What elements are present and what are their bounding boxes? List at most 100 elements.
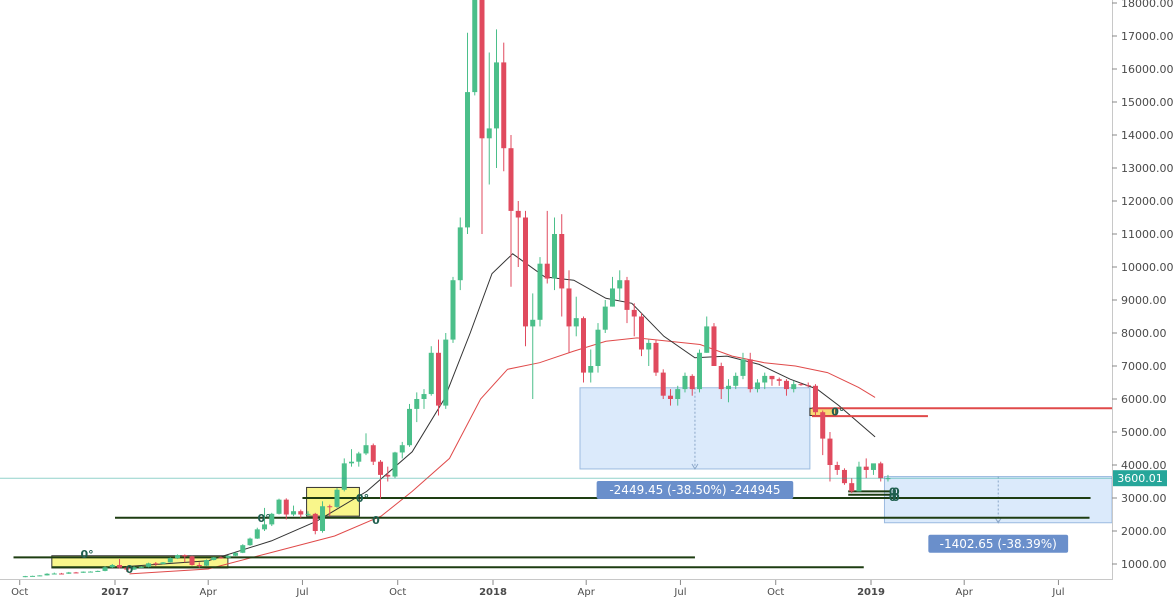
candle-body bbox=[182, 555, 188, 557]
candle-body bbox=[653, 342, 659, 373]
candle-body bbox=[791, 384, 797, 390]
candle-body bbox=[457, 227, 463, 281]
candle-body bbox=[160, 562, 166, 564]
candle-body bbox=[428, 352, 434, 395]
candle-body bbox=[196, 564, 202, 566]
candle-body bbox=[138, 566, 144, 568]
measure-labels: -2449.45 (-38.50%) -244945 -1402.65 (-38.… bbox=[596, 480, 1069, 553]
candle-body bbox=[849, 483, 855, 492]
candle-body bbox=[378, 461, 384, 475]
x-tick-label: 2018 bbox=[479, 587, 507, 598]
time-axis[interactable]: Oct 2017 Apr Jul Oct 2018 Apr Jul Oct 2019 Apr Jul bbox=[11, 580, 1064, 598]
candle-body bbox=[334, 489, 340, 507]
y-tick-label: 9000.00 bbox=[1121, 294, 1167, 307]
candle-body bbox=[276, 499, 282, 514]
last-price: 3600.01 bbox=[0, 470, 1167, 487]
candle-body bbox=[370, 445, 376, 462]
candle-body bbox=[580, 318, 586, 373]
candle-body bbox=[762, 375, 768, 383]
y-tick-label: 1000.00 bbox=[1121, 558, 1167, 571]
level-marker: 0 bbox=[892, 485, 900, 498]
candle-body bbox=[305, 513, 311, 515]
candle-body bbox=[551, 234, 557, 279]
candle-body bbox=[465, 92, 471, 228]
candle-body bbox=[747, 359, 753, 390]
candle-body bbox=[254, 529, 260, 539]
candle-body bbox=[631, 309, 637, 317]
candle-body bbox=[392, 452, 398, 477]
level-markers: 0°00°0°00°0000 bbox=[80, 406, 900, 576]
candle-body bbox=[407, 408, 413, 446]
level-marker: 0 bbox=[126, 563, 134, 576]
candle-body bbox=[291, 511, 297, 515]
candle-body bbox=[443, 339, 449, 406]
candle-body bbox=[783, 380, 789, 390]
candle-body bbox=[696, 352, 702, 390]
candle-body bbox=[559, 234, 565, 289]
candle-body bbox=[718, 366, 724, 390]
y-tick-label: 4000.00 bbox=[1121, 459, 1167, 472]
candle-body bbox=[399, 445, 405, 453]
candle-body bbox=[885, 478, 891, 480]
candle-body bbox=[776, 379, 782, 381]
candle-body bbox=[51, 573, 57, 575]
candle-body bbox=[131, 567, 137, 570]
candle-body bbox=[602, 306, 608, 330]
candle-body bbox=[479, 0, 485, 139]
candle-body bbox=[675, 389, 681, 399]
measure-label: -1402.65 (-38.39%) bbox=[940, 537, 1057, 551]
candle-body bbox=[414, 399, 420, 409]
candle-body bbox=[124, 567, 130, 570]
candle-body bbox=[109, 564, 115, 568]
x-tick-label: Apr bbox=[200, 587, 218, 598]
y-tick-label: 18000.00 bbox=[1121, 0, 1174, 10]
level-marker: 0° bbox=[258, 512, 271, 525]
candle-body bbox=[595, 329, 601, 366]
measure-label-box bbox=[928, 534, 1069, 553]
candle-body bbox=[588, 366, 594, 373]
candle-body bbox=[218, 557, 224, 559]
candle-body bbox=[204, 560, 210, 566]
candle-body bbox=[733, 375, 739, 386]
y-tick-label: 13000.00 bbox=[1121, 162, 1174, 175]
x-tick-label: Jul bbox=[673, 587, 686, 598]
candle-body bbox=[102, 567, 108, 571]
x-tick-label: Oct bbox=[767, 587, 784, 598]
y-tick-label: 15000.00 bbox=[1121, 96, 1174, 109]
candle-body bbox=[754, 382, 760, 390]
measure-arrow-head bbox=[691, 463, 699, 470]
y-tick-label: 2000.00 bbox=[1121, 525, 1167, 538]
candle-body bbox=[298, 511, 304, 515]
x-tick-label: Oct bbox=[11, 587, 28, 598]
candle-body bbox=[646, 342, 652, 350]
level-marker: 0° bbox=[80, 548, 93, 561]
candle-body bbox=[667, 395, 673, 399]
candle-body bbox=[233, 552, 239, 556]
candle-body bbox=[44, 573, 50, 576]
candle-body bbox=[617, 280, 623, 289]
candle-body bbox=[820, 412, 826, 439]
candle-body bbox=[349, 461, 355, 464]
candle-body bbox=[436, 352, 442, 406]
level-marker: 0 bbox=[889, 491, 897, 504]
candle-body bbox=[262, 524, 268, 530]
candle-body bbox=[88, 571, 94, 573]
candle-body bbox=[167, 558, 173, 563]
x-tick-label: 2019 bbox=[857, 587, 885, 598]
price-axis[interactable]: 1000.00 2000.00 3000.00 4000.00 5000.00 6000.… bbox=[1112, 0, 1174, 571]
ma-slow-line bbox=[129, 337, 876, 575]
level-marker: 0 bbox=[889, 485, 897, 498]
y-tick-label: 17000.00 bbox=[1121, 30, 1174, 43]
candle-body bbox=[73, 572, 79, 574]
y-tick-label: 6000.00 bbox=[1121, 393, 1167, 406]
candle-body bbox=[494, 62, 499, 129]
candle-body bbox=[450, 280, 456, 340]
candle-body bbox=[117, 564, 123, 568]
y-tick-label: 7000.00 bbox=[1121, 360, 1167, 373]
candle-body bbox=[711, 326, 717, 366]
x-tick-label: Jul bbox=[295, 587, 308, 598]
candle-body bbox=[472, 0, 478, 93]
measure-label-box bbox=[596, 480, 794, 499]
x-tick-label: 2017 bbox=[101, 587, 129, 598]
